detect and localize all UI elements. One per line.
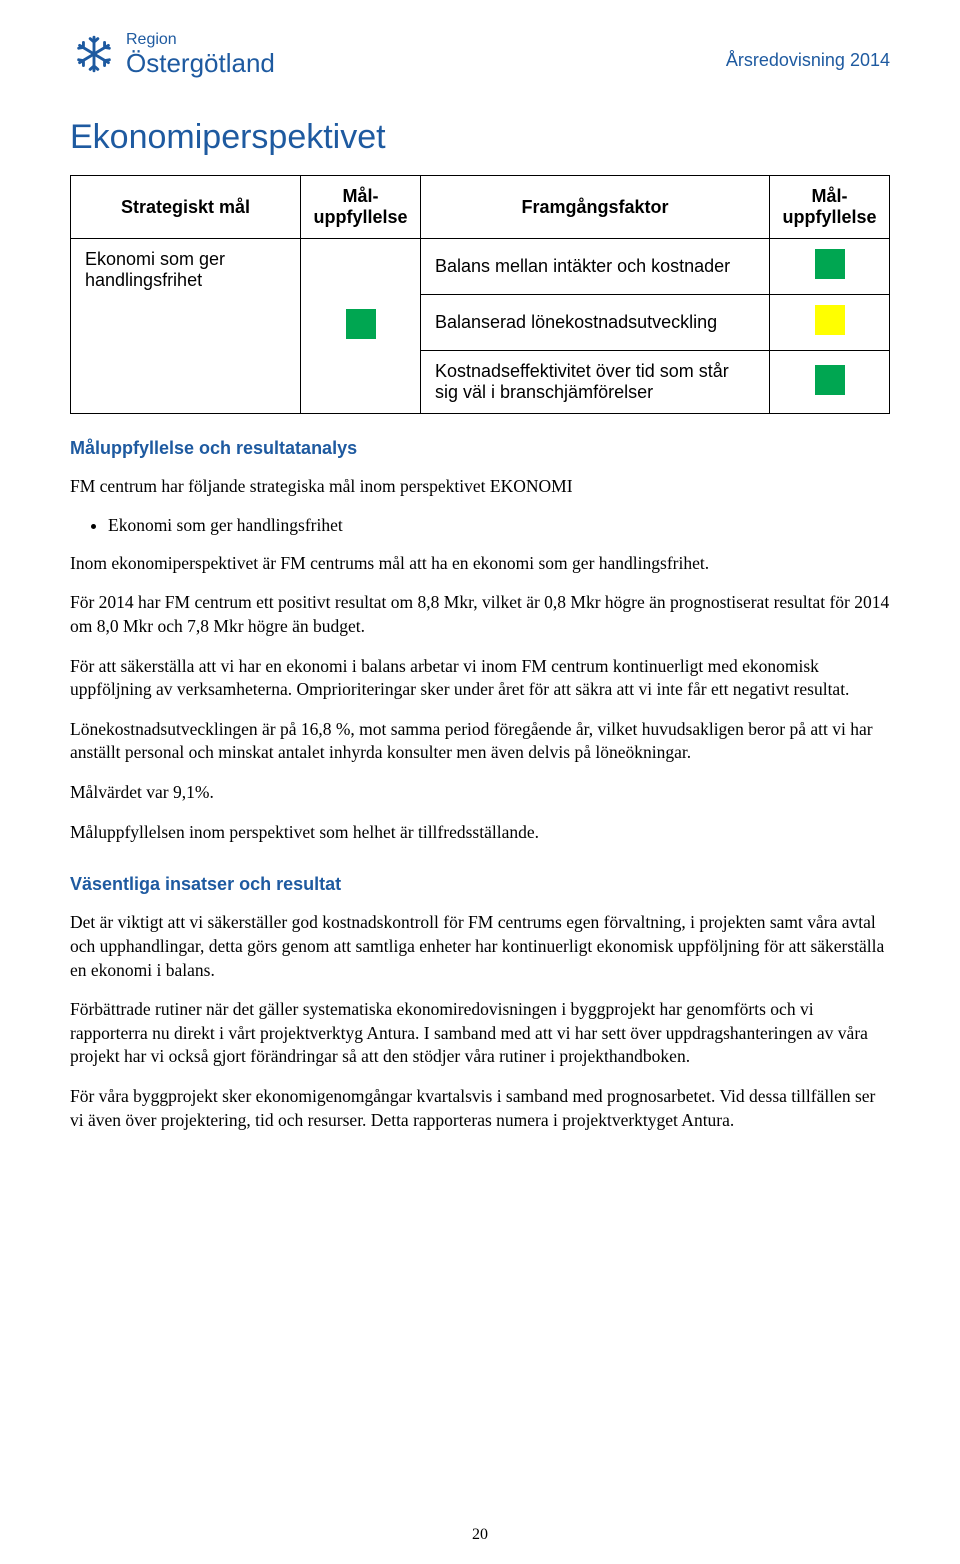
col-mal1: Mål-uppfyllelse bbox=[301, 176, 421, 239]
body-paragraph: För att säkerställa att vi har en ekonom… bbox=[70, 655, 890, 702]
page-number: 20 bbox=[0, 1526, 960, 1544]
factor-label: Balans mellan intäkter och kostnader bbox=[421, 239, 770, 295]
body-paragraph: För 2014 har FM centrum ett positivt res… bbox=[70, 591, 890, 638]
report-title: Årsredovisning 2014 bbox=[726, 50, 890, 71]
indicator-square bbox=[346, 309, 376, 339]
body-paragraph: Förbättrade rutiner när det gäller syste… bbox=[70, 998, 890, 1069]
body-paragraph: Inom ekonomiperspektivet är FM centrums … bbox=[70, 552, 890, 576]
bullet-list: Ekonomi som ger handlingsfrihet bbox=[108, 515, 890, 536]
section1-intro: FM centrum har följande strategiska mål … bbox=[70, 475, 890, 499]
page-header: Region Östergötland Årsredovisning 2014 bbox=[70, 30, 890, 78]
main-heading: Ekonomiperspektivet bbox=[70, 118, 890, 157]
factor-label: Kostnadseffektivitet över tid som står s… bbox=[421, 351, 770, 414]
indicator-square bbox=[815, 305, 845, 335]
factor-indicator bbox=[770, 351, 890, 414]
body-paragraph: Målvärdet var 9,1%. bbox=[70, 781, 890, 805]
logo-text: Region Östergötland bbox=[126, 31, 275, 77]
col-mal2: Mål-uppfyllelse bbox=[770, 176, 890, 239]
body-paragraph: För våra byggprojekt sker ekonomigenomgå… bbox=[70, 1085, 890, 1132]
region-flower-icon bbox=[70, 30, 118, 78]
indicator-square bbox=[815, 249, 845, 279]
factor-indicator bbox=[770, 239, 890, 295]
indicator-square bbox=[815, 365, 845, 395]
logo-line1: Region bbox=[126, 31, 275, 49]
logo: Region Östergötland bbox=[70, 30, 275, 78]
section2-heading: Väsentliga insatser och resultat bbox=[70, 874, 890, 895]
col-factor: Framgångsfaktor bbox=[421, 176, 770, 239]
factor-label: Balanserad lönekostnadsutveckling bbox=[421, 295, 770, 351]
table-row: Ekonomi som ger handlingsfrihet Balans m… bbox=[71, 239, 890, 295]
body-paragraph: Det är viktigt att vi säkerställer god k… bbox=[70, 911, 890, 982]
section1-heading: Måluppfyllelse och resultatanalys bbox=[70, 438, 890, 459]
list-item: Ekonomi som ger handlingsfrihet bbox=[108, 515, 890, 536]
body-paragraph: Måluppfyllelsen inom perspektivet som he… bbox=[70, 821, 890, 845]
goals-table: Strategiskt mål Mål-uppfyllelse Framgång… bbox=[70, 175, 890, 414]
col-strategic: Strategiskt mål bbox=[71, 176, 301, 239]
logo-line2: Östergötland bbox=[126, 49, 275, 78]
body-paragraph: Lönekostnadsutvecklingen är på 16,8 %, m… bbox=[70, 718, 890, 765]
factor-indicator bbox=[770, 295, 890, 351]
strategic-indicator bbox=[301, 239, 421, 414]
strategic-goal: Ekonomi som ger handlingsfrihet bbox=[71, 239, 301, 414]
